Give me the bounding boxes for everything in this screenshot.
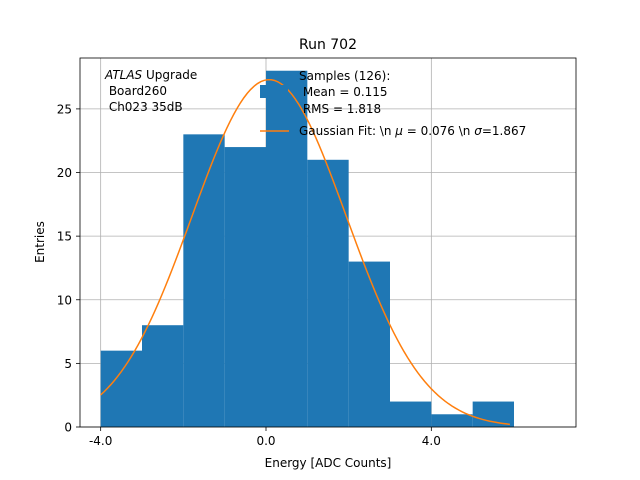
legend-fit-mu: μ: [394, 124, 403, 138]
legend-fit-label: Gaussian Fit: \n μ = 0.076 \n σ=1.867: [299, 124, 526, 138]
histogram-bar: [307, 159, 349, 428]
legend-samples-rms: RMS = 1.818: [299, 102, 381, 116]
chart-title: Run 702: [299, 37, 357, 53]
legend-samples-mean: Mean = 0.115: [299, 85, 388, 99]
legend: Samples (126): Mean = 0.115 RMS = 1.818 …: [260, 69, 526, 138]
legend-fit-mid: = 0.076 \n: [403, 124, 474, 138]
y-axis-label: Entries: [33, 221, 47, 263]
histogram-bar: [390, 401, 432, 427]
histogram-bar: [266, 70, 308, 428]
gaussian-fit-curve: [100, 78, 510, 426]
histogram-bar: [183, 134, 225, 427]
legend-fit-pre: Gaussian Fit: \n: [299, 124, 395, 138]
annotation-upgrade: Upgrade: [142, 68, 197, 82]
histogram-bar: [348, 261, 390, 427]
y-tick-label: 0: [64, 421, 72, 435]
annotation-board: Board260: [105, 84, 167, 98]
legend-samples-header: Samples (126):: [299, 69, 390, 83]
x-tick-label: 4.0: [422, 434, 441, 448]
x-axis-label: Energy [ADC Counts]: [265, 456, 392, 470]
y-tick-label: 20: [57, 166, 72, 180]
axis-ticks: -4.0 0.0 4.0 0 5 10 15 20 25: [57, 102, 441, 448]
annotation-atlas: ATLAS: [104, 68, 143, 82]
axes-frame: [79, 57, 577, 428]
legend-fit-sigma: σ: [474, 124, 482, 138]
histogram-bar: [224, 147, 266, 427]
histogram-bar: [472, 401, 514, 427]
histogram-bar: [142, 325, 184, 427]
atlas-annotation: ATLAS Upgrade Board260 Ch023 35dB: [104, 68, 197, 114]
histogram-bar: [431, 414, 473, 427]
y-tick-label: 10: [57, 293, 72, 307]
y-tick-label: 25: [57, 102, 72, 116]
x-tick-label: 0.0: [256, 434, 275, 448]
y-tick-label: 5: [64, 357, 72, 371]
legend-samples-swatch: [260, 85, 288, 98]
legend-fit-post: =1.867: [482, 124, 526, 138]
x-tick-label: -4.0: [89, 434, 112, 448]
annotation-line1: ATLAS Upgrade: [104, 68, 197, 82]
y-tick-label: 15: [57, 230, 72, 244]
annotation-channel: Ch023 35dB: [105, 100, 183, 114]
